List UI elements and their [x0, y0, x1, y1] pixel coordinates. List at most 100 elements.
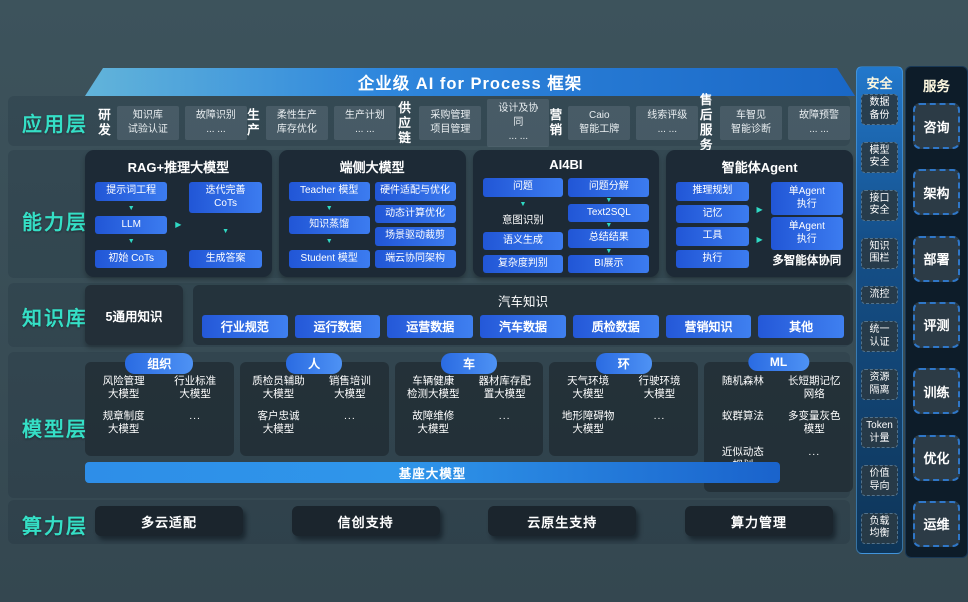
app-item[interactable]: 线索评级 ... ... — [636, 106, 699, 140]
knowledge-pill[interactable]: 汽车数据 — [480, 315, 566, 338]
flow-node[interactable]: 工具 — [676, 227, 749, 246]
model-group-tag[interactable]: 环 — [595, 353, 652, 374]
service-item[interactable]: 部署 — [913, 235, 960, 282]
flow-node[interactable]: 执行 — [676, 249, 749, 268]
flow-node[interactable]: 单Agent 执行 — [770, 182, 843, 215]
knowledge-pill[interactable]: 质检数据 — [572, 315, 659, 338]
model-item: ... — [808, 445, 821, 458]
app-group: 供应链 采购管理 项目管理 设计及协同 ... ... — [396, 99, 550, 147]
service-item[interactable]: 运维 — [913, 500, 960, 547]
flow-node[interactable]: 总结结果 — [568, 229, 650, 248]
flow-node[interactable]: 推理规划 — [676, 182, 749, 201]
arrow-down-icon: ▼ — [519, 200, 527, 208]
flow-label: 意图识别 — [501, 214, 544, 227]
model-item: 蚁群算法 — [721, 410, 764, 423]
service-item[interactable]: 评测 — [913, 301, 960, 348]
model-item: 随机森林 — [721, 375, 764, 387]
capability-card-title: RAG+推理大模型 — [127, 160, 230, 175]
app-item[interactable]: 柔性生产 库存优化 — [265, 106, 328, 140]
layer-label-capability: 能力层 — [22, 212, 88, 234]
app-item[interactable]: 生产计划 ... ... — [333, 106, 396, 140]
flow-node[interactable]: 生成答案 — [189, 249, 262, 268]
flow-node[interactable]: 场景驱动裁剪 — [374, 227, 456, 246]
security-item[interactable]: 价值 导向 — [861, 465, 898, 496]
app-group-label: 研发 — [98, 108, 111, 137]
flow-node[interactable]: 问题 — [482, 178, 564, 197]
security-item[interactable]: 流控 — [861, 285, 898, 305]
flow-node[interactable]: 知识蒸馏 — [288, 215, 370, 235]
app-group: 生产 柔性生产 库存优化 生产计划 ... ... — [247, 106, 396, 140]
compute-item[interactable]: 云原生支持 — [488, 506, 637, 536]
flow-node[interactable]: 初始 CoTs — [95, 249, 168, 268]
capability-card-title: AI4BI — [549, 157, 583, 172]
flow-node[interactable]: Student 模型 — [288, 249, 370, 268]
layer-label-model: 模型层 — [22, 419, 88, 441]
service-item[interactable]: 训练 — [913, 368, 960, 415]
service-item[interactable]: 架构 — [913, 169, 960, 216]
flow-node[interactable]: Teacher 模型 — [288, 182, 370, 201]
flow-node[interactable]: 端云协同架构 — [374, 249, 456, 268]
flow-node[interactable]: 迭代完善 CoTs — [189, 182, 262, 213]
knowledge-pill[interactable]: 其他 — [758, 315, 845, 338]
flow-node[interactable]: 硬件适配与优化 — [374, 182, 456, 201]
service-item[interactable]: 优化 — [913, 434, 960, 481]
security-item[interactable]: 模型 安全 — [861, 141, 898, 173]
auto-knowledge-title: 汽车知识 — [497, 295, 548, 309]
foundation-model-bar[interactable]: 基座大模型 — [85, 462, 780, 483]
compute-item[interactable]: 算力管理 — [684, 506, 833, 536]
flow-node[interactable]: LLM — [95, 215, 168, 235]
app-item[interactable]: 设计及协同 ... ... — [487, 99, 550, 147]
flow-node[interactable]: 单Agent 执行 — [770, 217, 843, 250]
flow-node[interactable]: 记忆 — [676, 204, 749, 223]
security-item[interactable]: 知识 围栏 — [861, 237, 898, 269]
model-group-tag[interactable]: 组织 — [125, 353, 194, 374]
security-item[interactable]: 数据 备份 — [861, 94, 898, 125]
security-item[interactable]: 统一 认证 — [861, 321, 898, 353]
model-item: 多变量灰色 模型 — [788, 410, 841, 436]
app-item[interactable]: 故障预警 ... ... — [787, 106, 850, 140]
security-item[interactable]: Token 计量 — [861, 417, 898, 449]
arrow-down-icon: ▼ — [605, 222, 613, 229]
flow-node[interactable]: 提示词工程 — [95, 182, 168, 201]
capability-card: 端侧大模型 Teacher 模型 ▼ 知识蒸馏 ▼ Student 模型 硬件适配与优化 动态… — [278, 150, 466, 277]
knowledge-pills: 行业规范 运行数据 运营数据 汽车数据 质检数据 营销知识 其他 — [202, 315, 845, 338]
app-item[interactable]: 车智见 智能诊断 — [719, 106, 782, 140]
security-item[interactable]: 负载 均衡 — [861, 512, 898, 544]
app-item[interactable]: Caio 智能工牌 — [568, 106, 631, 140]
security-item[interactable]: 接口 安全 — [861, 189, 898, 221]
model-item: ... — [344, 410, 356, 423]
flow-node[interactable]: 复杂度判别 — [482, 254, 564, 273]
capability-card: RAG+推理大模型 提示词工程 ▼ LLM ▼ 初始 CoTs ▶ 迭代完善 CoTs ▼ 生成答… — [85, 150, 272, 277]
model-group-tag[interactable]: ML — [747, 353, 810, 371]
model-item: 器材库存配 置大模型 — [478, 375, 531, 401]
knowledge-row: 5通用知识 汽车知识 行业规范 运行数据 运营数据 汽车数据 质检数据 营销知识 其他 — [85, 285, 853, 345]
model-group-tag[interactable]: 车 — [440, 353, 497, 374]
flow-node[interactable]: 问题分解 — [568, 178, 650, 197]
model-item: ... — [653, 410, 666, 423]
knowledge-pill[interactable]: 运行数据 — [294, 315, 381, 338]
flow-node[interactable]: BI展示 — [568, 254, 650, 273]
app-item[interactable]: 采购管理 项目管理 — [419, 106, 482, 140]
arrow-down-icon: ▼ — [127, 204, 135, 212]
flow-node[interactable]: 语义生成 — [482, 231, 564, 251]
security-item[interactable]: 资源 隔离 — [861, 369, 898, 401]
model-layer-row: 组织 风险管理 大模型 行业标准 大模型 规章制度 大模型... 人质检员辅助 大模型销… — [85, 353, 853, 494]
app-item[interactable]: 知识库 试验认证 — [116, 106, 179, 140]
model-item: 故障维修 大模型 — [412, 410, 455, 436]
model-group-tag[interactable]: 人 — [286, 353, 343, 374]
app-item[interactable]: 故障识别 ... ... — [184, 106, 247, 140]
flow-node[interactable]: 动态计算优化 — [374, 204, 456, 223]
compute-item[interactable]: 信创支持 — [291, 506, 440, 536]
knowledge-pill[interactable]: 行业规范 — [202, 315, 288, 338]
flow-node[interactable]: Text2SQL — [568, 203, 650, 222]
service-item[interactable]: 咨询 — [913, 103, 960, 149]
knowledge-pill[interactable]: 运营数据 — [387, 315, 474, 338]
layer-label-knowledge: 知识库 — [22, 308, 88, 330]
compute-item[interactable]: 多云适配 — [95, 506, 243, 536]
app-layer-band — [8, 96, 850, 146]
compute-row: 多云适配 信创支持 云原生支持 算力管理 — [95, 506, 833, 536]
general-knowledge-card: 5通用知识 — [85, 285, 183, 345]
capability-card-title: 智能体Agent — [721, 160, 798, 175]
knowledge-pill[interactable]: 营销知识 — [665, 315, 752, 338]
page-title: 企业级 AI for Process 框架 — [357, 75, 583, 93]
